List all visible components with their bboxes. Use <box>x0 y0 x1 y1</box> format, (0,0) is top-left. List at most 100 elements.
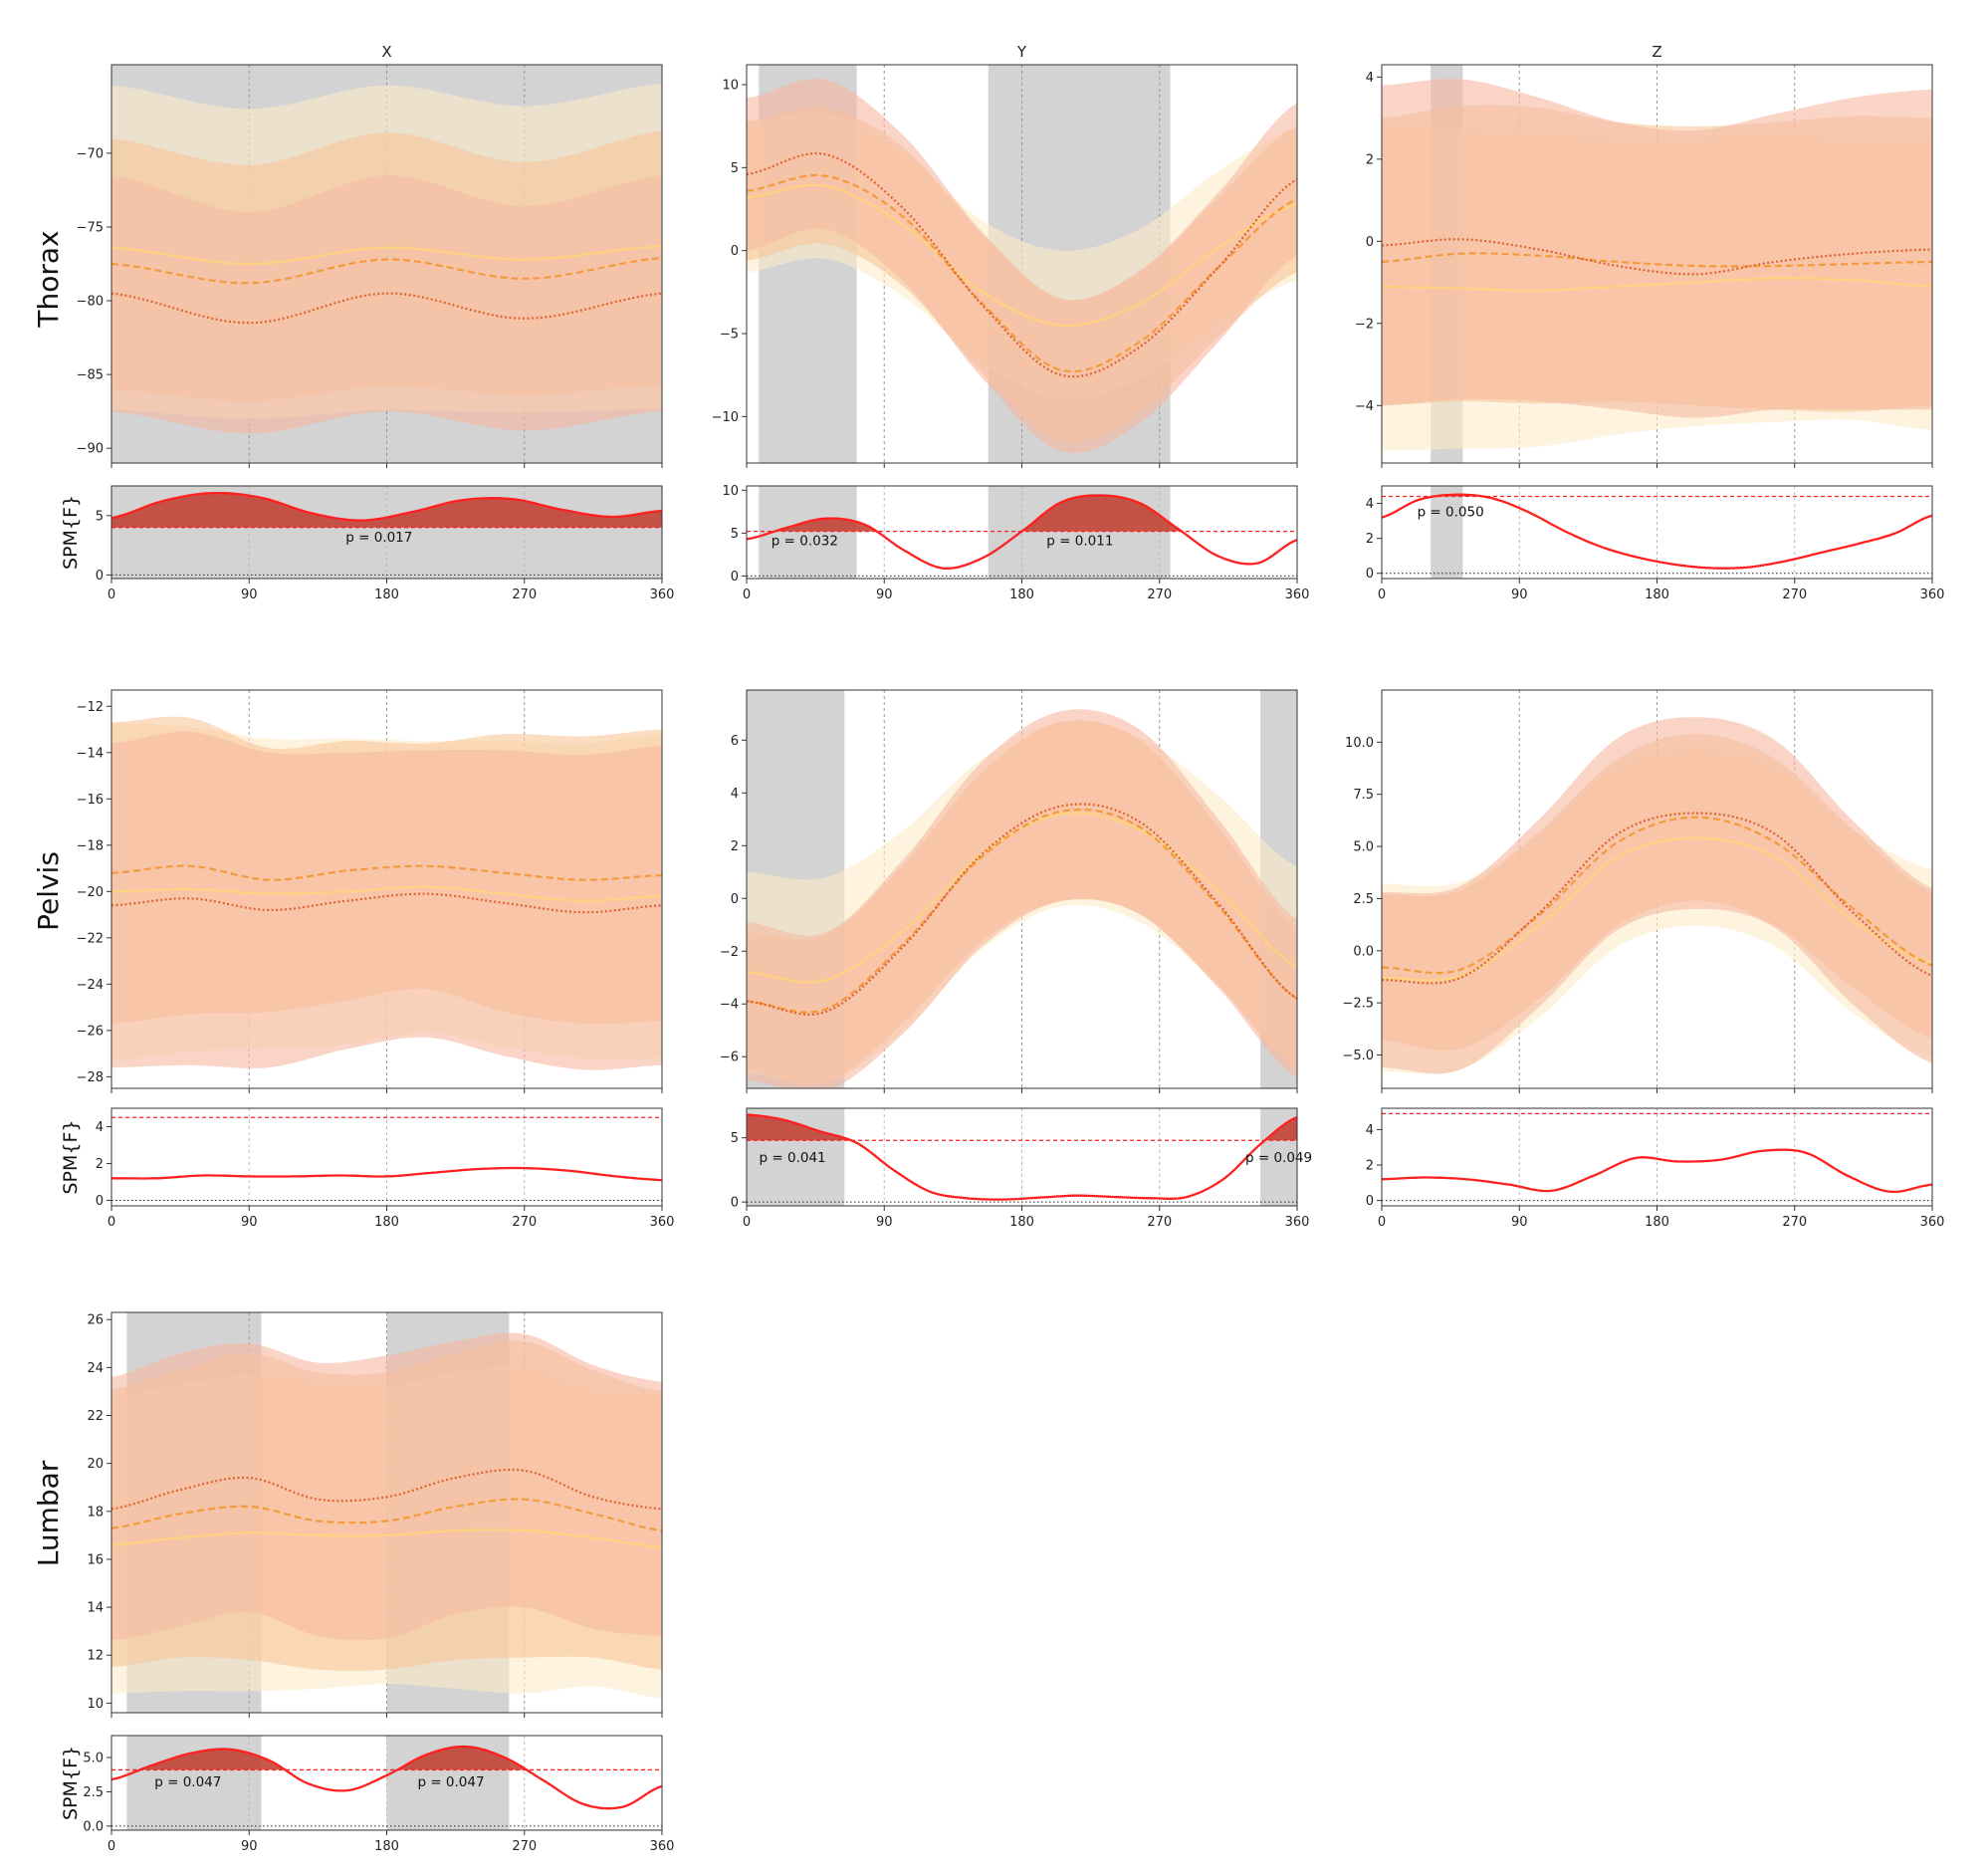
x-tick-label: 0 <box>108 1839 115 1854</box>
mean-line-thorax-y-3 <box>747 151 1297 378</box>
spm-curve-lumbar-x <box>111 1745 662 1810</box>
y-tick-label: −20 <box>77 885 104 900</box>
x-tick-label: 360 <box>650 587 675 602</box>
y-tick-label: 5 <box>731 161 739 176</box>
y-tick-label: −24 <box>77 978 104 993</box>
spm-y-tick-label: 0.0 <box>83 1819 104 1834</box>
spm-y-tick-label: 2 <box>1366 1159 1374 1174</box>
x-tick-label: 0 <box>743 587 751 602</box>
spm-y-tick-label: 0 <box>731 570 739 585</box>
x-tick-label: 180 <box>374 1215 399 1230</box>
mean-line-pelvis-x-1 <box>111 885 662 902</box>
x-tick-label: 90 <box>876 1215 893 1230</box>
x-tick-label: 360 <box>650 1215 675 1230</box>
spm-plot-pelvis-y <box>747 1108 1297 1206</box>
row-label-pelvis: Pelvis <box>32 851 65 931</box>
y-tick-label: 26 <box>87 1313 104 1328</box>
spm-y-tick-label: 5 <box>731 527 739 542</box>
mean-line-pelvis-y-1 <box>747 812 1297 984</box>
y-tick-label: 0 <box>731 892 739 907</box>
sd-band-pelvis-x-3 <box>111 731 662 1070</box>
spm-axis-label: SPM{F} <box>60 495 82 570</box>
mean-line-pelvis-z-2 <box>1382 816 1932 975</box>
spm-y-tick-label: 4 <box>1366 1123 1374 1138</box>
x-tick-label: 0 <box>1378 587 1386 602</box>
y-tick-label: −26 <box>77 1024 104 1039</box>
sd-band-thorax-x-3 <box>111 175 662 434</box>
x-tick-label: 270 <box>1147 1215 1172 1230</box>
y-tick-label: −12 <box>77 700 104 715</box>
spm-y-tick-label: 4 <box>1366 497 1374 512</box>
x-tick-label: 180 <box>1645 587 1669 602</box>
mean-line-pelvis-x-3 <box>111 892 662 914</box>
spm-y-tick-label: 0 <box>1366 1194 1374 1209</box>
spm-y-tick-label: 4 <box>96 1120 104 1135</box>
x-tick-label: 360 <box>1920 587 1945 602</box>
y-tick-label: −14 <box>77 746 104 761</box>
y-tick-label: −2 <box>720 945 739 960</box>
cluster-p-value-pelvis-y-2: p = 0.049 <box>1245 1150 1312 1166</box>
x-tick-label: 180 <box>1009 587 1034 602</box>
x-tick-label: 90 <box>241 587 258 602</box>
mean-line-pelvis-y-3 <box>747 803 1297 1016</box>
mean-line-thorax-z-2 <box>1382 252 1932 268</box>
spm-y-tick-label: 2 <box>1366 532 1374 547</box>
panel-thorax-y: −10 −5 0 5 10 p = 0.032 p = 0.011 0 5 10 0 90 180 270… <box>712 64 1310 602</box>
spm-curve-pelvis-y <box>747 1113 1297 1201</box>
spm-plot-lumbar-x <box>111 1736 662 1830</box>
spm-y-tick-label: 10 <box>722 484 739 499</box>
cluster-p-value-pelvis-y-1: p = 0.041 <box>760 1150 826 1166</box>
x-tick-label: 360 <box>1285 587 1310 602</box>
y-tick-label: −5 <box>720 328 739 343</box>
x-tick-label: 0 <box>108 1215 115 1230</box>
mean-line-thorax-x-3 <box>111 292 662 325</box>
spm-axis-label: SPM{F} <box>60 1746 82 1820</box>
suprathreshold-cluster-pelvis-y <box>747 1114 1297 1141</box>
y-tick-label: −4 <box>720 998 739 1013</box>
cluster-p-value-thorax-y-1: p = 0.032 <box>772 533 838 549</box>
y-tick-label: 2 <box>731 839 739 854</box>
mean-line-lumbar-x-2 <box>111 1498 662 1532</box>
y-tick-label: 0.0 <box>1353 944 1374 959</box>
mean-line-thorax-y-2 <box>747 173 1297 373</box>
x-tick-label: 270 <box>1782 587 1807 602</box>
x-tick-label: 270 <box>512 1215 537 1230</box>
x-tick-label: 180 <box>1009 1215 1034 1230</box>
row-label-thorax: Thorax <box>32 230 65 328</box>
y-tick-label: −85 <box>77 368 104 383</box>
mean-line-thorax-z-3 <box>1382 238 1932 276</box>
y-tick-label: 18 <box>87 1505 104 1520</box>
spm-y-tick-label: 0 <box>96 1194 104 1209</box>
y-tick-label: 10 <box>722 79 739 94</box>
x-tick-label: 90 <box>241 1839 258 1854</box>
y-tick-label: 12 <box>87 1649 104 1664</box>
x-tick-label: 0 <box>743 1215 751 1230</box>
x-tick-label: 360 <box>650 1839 675 1854</box>
y-tick-label: −16 <box>77 793 104 808</box>
y-tick-label: −90 <box>77 442 104 457</box>
column-title-x: X <box>381 43 391 61</box>
spm-y-tick-label: 0 <box>731 1196 739 1211</box>
sd-band-thorax-z-3 <box>1382 79 1932 418</box>
y-tick-label: 10.0 <box>1345 736 1374 751</box>
panel-pelvis-x: −28 −26 −24 −22 −20 −18 −16 −14 −12 0 2 4 0 90 180 270 3… <box>60 689 675 1230</box>
mean-line-thorax-y-1 <box>747 183 1297 327</box>
y-tick-label: 2 <box>1366 152 1374 167</box>
x-tick-label: 0 <box>1378 1215 1386 1230</box>
x-tick-label: 180 <box>374 587 399 602</box>
mean-line-thorax-x-2 <box>111 257 662 285</box>
spm-curve-thorax-x <box>111 491 662 522</box>
spm-axis-label: SPM{F} <box>60 1119 82 1194</box>
x-tick-label: 270 <box>512 587 537 602</box>
spm-y-tick-label: 5 <box>731 1131 739 1146</box>
y-tick-label: 10 <box>87 1697 104 1712</box>
row-label-lumbar: Lumbar <box>32 1460 65 1566</box>
mean-line-lumbar-x-3 <box>111 1468 662 1511</box>
spm-y-tick-label: 0 <box>1366 567 1374 582</box>
y-tick-label: 16 <box>87 1552 104 1567</box>
y-tick-label: 6 <box>731 734 739 749</box>
spm-curve-thorax-y <box>747 494 1297 570</box>
y-tick-label: 7.5 <box>1353 788 1374 803</box>
y-tick-label: −2 <box>1355 317 1374 332</box>
x-tick-label: 90 <box>241 1215 258 1230</box>
